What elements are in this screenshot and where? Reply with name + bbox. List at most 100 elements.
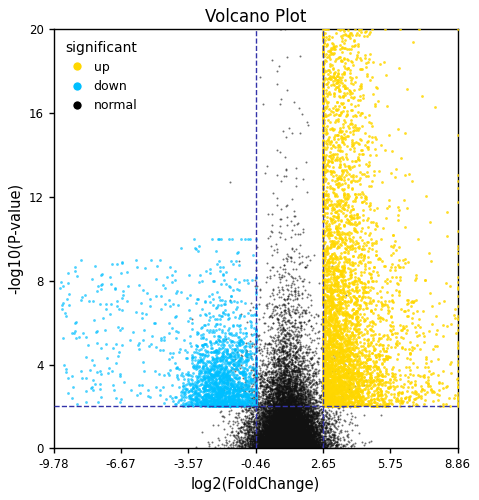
Point xyxy=(260,434,268,442)
Point xyxy=(304,432,312,440)
Point xyxy=(334,398,342,406)
Point xyxy=(290,430,298,438)
Point xyxy=(288,408,296,416)
Point xyxy=(288,382,296,390)
Point xyxy=(414,234,422,242)
Point xyxy=(443,400,450,408)
Point xyxy=(287,430,295,438)
Point xyxy=(351,110,359,118)
Point xyxy=(322,314,330,322)
Point xyxy=(354,402,362,410)
Point xyxy=(271,393,278,401)
Point xyxy=(296,422,304,430)
Point xyxy=(268,262,275,270)
Point xyxy=(283,407,290,415)
Point xyxy=(274,408,282,416)
Point xyxy=(308,424,316,432)
Point xyxy=(356,304,364,312)
Point xyxy=(286,414,294,422)
Point xyxy=(214,392,221,400)
Point xyxy=(187,385,194,393)
Point xyxy=(289,412,297,420)
Point xyxy=(296,430,303,438)
Point xyxy=(290,444,298,452)
Point xyxy=(299,433,307,441)
Point xyxy=(270,435,278,443)
Point xyxy=(287,432,295,440)
Point xyxy=(325,35,332,43)
Point xyxy=(300,432,308,440)
Point xyxy=(357,395,365,403)
Point xyxy=(373,277,380,285)
Point xyxy=(275,442,283,450)
Point xyxy=(292,354,299,362)
Point xyxy=(302,430,310,438)
Point xyxy=(294,420,301,428)
Point xyxy=(281,372,289,380)
Point xyxy=(289,442,297,450)
Point xyxy=(258,435,266,443)
Point xyxy=(222,398,230,406)
Point xyxy=(192,348,200,356)
Point xyxy=(321,328,329,336)
Point xyxy=(280,442,288,450)
Point xyxy=(304,425,311,433)
Point xyxy=(262,433,269,441)
Point xyxy=(281,435,288,443)
Point xyxy=(269,426,277,434)
Point xyxy=(335,162,343,170)
Point xyxy=(307,441,314,449)
Point xyxy=(299,436,307,444)
Point xyxy=(361,292,369,300)
Point xyxy=(331,394,339,402)
Point xyxy=(272,414,280,422)
Point xyxy=(289,444,297,452)
Point xyxy=(309,444,317,452)
Point xyxy=(288,434,296,442)
Point xyxy=(336,232,344,239)
Point xyxy=(251,407,259,415)
Point xyxy=(274,436,282,444)
Point xyxy=(275,422,283,430)
Point xyxy=(297,438,305,446)
Point xyxy=(283,424,291,432)
Point xyxy=(277,436,285,444)
Point xyxy=(249,440,256,448)
Point xyxy=(295,436,302,444)
Point xyxy=(257,286,264,294)
Point xyxy=(303,422,310,430)
Point xyxy=(253,435,261,443)
Point xyxy=(290,404,298,412)
Point xyxy=(274,426,281,434)
Point xyxy=(283,424,290,432)
Point xyxy=(255,422,263,430)
Point xyxy=(282,379,290,387)
Point xyxy=(244,392,252,400)
Point xyxy=(278,438,286,446)
Point xyxy=(257,434,265,442)
Point xyxy=(255,425,262,433)
Point xyxy=(290,438,298,446)
Point xyxy=(342,127,350,135)
Point xyxy=(284,432,291,440)
Point xyxy=(274,424,281,432)
Point xyxy=(282,440,290,448)
Point xyxy=(297,432,305,440)
Point xyxy=(289,379,297,387)
Point xyxy=(286,436,294,444)
Point xyxy=(274,404,281,411)
Point xyxy=(222,438,230,446)
Point xyxy=(275,395,283,403)
Point xyxy=(336,332,344,340)
Point xyxy=(309,440,317,448)
Point xyxy=(286,419,294,427)
Point xyxy=(278,442,286,450)
Point xyxy=(292,410,299,418)
Point xyxy=(283,397,290,405)
Point xyxy=(285,423,292,431)
Point xyxy=(194,377,202,385)
Point xyxy=(295,418,303,426)
Point xyxy=(274,440,282,448)
Point xyxy=(285,404,292,412)
Point xyxy=(286,440,294,448)
